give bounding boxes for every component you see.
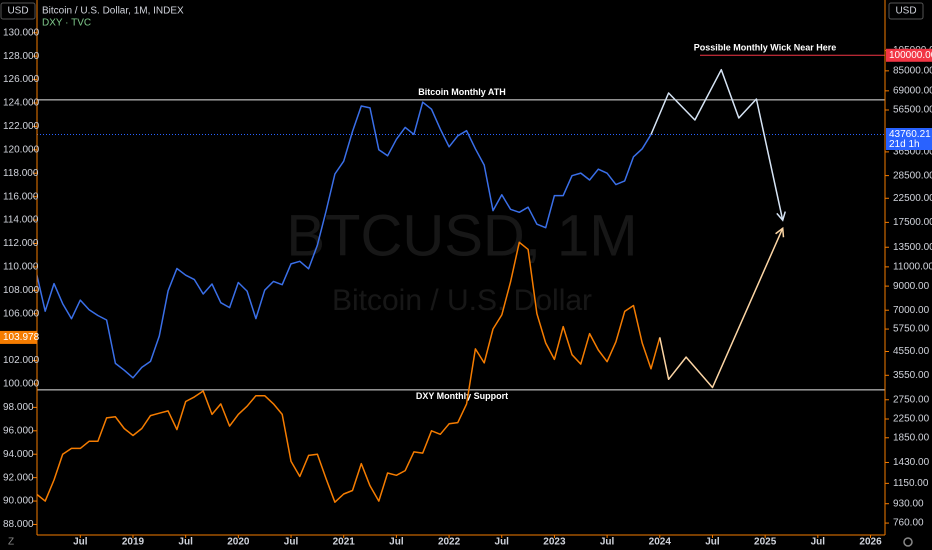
- x-tick-label: 2019: [122, 537, 145, 548]
- y-tick-label: 128.000: [3, 51, 40, 62]
- y-tick-label: 88.000: [3, 519, 34, 530]
- scale-button[interactable]: Z: [8, 537, 14, 548]
- y2-tick-label: 7000.00: [893, 305, 930, 316]
- y2-tick-label: 11000.00: [893, 262, 932, 273]
- legend-title: Bitcoin / U.S. Dollar, 1M, INDEX: [42, 6, 184, 17]
- y2-tick-label: 1430.00: [893, 457, 930, 468]
- x-tick-label: Jul: [389, 537, 404, 548]
- unit-left: USD: [7, 6, 28, 17]
- y-tick-label: 116.000: [3, 191, 39, 202]
- y-tick-label: 94.000: [3, 449, 34, 460]
- price-tag-label: 103.978: [3, 332, 40, 343]
- x-tick-label: Jul: [811, 537, 826, 548]
- y2-tick-label: 760.00: [893, 518, 924, 529]
- y-tick-label: 110.000: [3, 262, 39, 273]
- y-tick-label: 108.000: [3, 285, 40, 296]
- arrow-head: [776, 211, 786, 222]
- price-tag-label: 100000.00: [889, 50, 932, 61]
- y2-tick-label: 13500.00: [893, 242, 932, 253]
- y2-tick-label: 28500.00: [893, 170, 932, 181]
- y2-tick-label: 36500.00: [893, 147, 932, 158]
- y2-tick-label: 2250.00: [893, 414, 930, 425]
- x-tick-label: 2024: [649, 537, 672, 548]
- y-tick-label: 92.000: [3, 472, 34, 483]
- y2-tick-label: 3550.00: [893, 370, 930, 381]
- legend-dxy: DXY · TVC: [42, 18, 91, 29]
- x-tick-label: 2021: [333, 537, 356, 548]
- axes: 130.000 128.000 126.000 124.000 122.000 120.0…: [0, 27, 932, 548]
- y2-tick-label: 1150.00: [893, 478, 929, 489]
- y2-tick-label: 85000.00: [893, 65, 932, 76]
- y-tick-label: 124.000: [3, 98, 40, 109]
- y-tick-label: 112.000: [3, 238, 39, 249]
- y-tick-label: 90.000: [3, 496, 34, 507]
- x-tick-label: Jul: [73, 537, 88, 548]
- y-tick-label: 126.000: [3, 74, 40, 85]
- x-tick-label: 2020: [227, 537, 250, 548]
- reference-label: Bitcoin Monthly ATH: [418, 87, 506, 97]
- y-tick-label: 106.000: [3, 308, 40, 319]
- y2-tick-label: 930.00: [893, 498, 924, 509]
- y-tick-label: 114.000: [3, 215, 39, 226]
- y2-tick-label: 5750.00: [893, 324, 930, 335]
- unit-right: USD: [895, 6, 916, 17]
- y-tick-label: 100.000: [3, 379, 40, 390]
- reference-label: DXY Monthly Support: [416, 391, 508, 401]
- y-tick-label: 122.000: [3, 121, 40, 132]
- x-tick-label: Jul: [600, 537, 615, 548]
- y-tick-label: 120.000: [3, 144, 40, 155]
- x-tick-label: 2023: [543, 537, 566, 548]
- y-tick-label: 96.000: [3, 425, 34, 436]
- x-tick-label: Jul: [178, 537, 193, 548]
- y-tick-label: 118.000: [3, 168, 39, 179]
- y-tick-label: 102.000: [3, 355, 40, 366]
- x-tick-label: 2026: [859, 537, 882, 548]
- y-tick-label: 98.000: [3, 402, 34, 413]
- y-tick-label: 130.000: [3, 27, 40, 38]
- unit-box-left: [0, 2, 36, 20]
- watermark: BTCUSD, 1M: [286, 203, 637, 268]
- unit-box-right: [888, 2, 924, 20]
- y2-tick-label: 17500.00: [893, 217, 932, 228]
- price-tag-label: 43760.21: [889, 129, 931, 140]
- reference-label: Possible Monthly Wick Near Here: [694, 43, 836, 53]
- price-tag: [886, 48, 932, 62]
- price-tag-countdown: 21d 1h: [889, 139, 920, 150]
- series-line: [659, 227, 784, 389]
- price-tag: [886, 128, 932, 151]
- y2-tick-label: 4550.00: [893, 346, 930, 357]
- series-line: [650, 68, 784, 221]
- x-tick-label: 2022: [438, 537, 461, 548]
- y2-tick-label: 2750.00: [893, 394, 930, 405]
- watermark-subtitle: Bitcoin / U.S. Dollar: [332, 284, 592, 317]
- y2-tick-label: 56500.00: [893, 105, 932, 116]
- y2-tick-label: 22500.00: [893, 193, 932, 204]
- arrow-head: [775, 226, 785, 238]
- x-tick-label: Jul: [705, 537, 720, 548]
- series-lines: [37, 68, 786, 503]
- y2-tick-label: 69000.00: [893, 85, 932, 96]
- y2-tick-label: 9000.00: [893, 281, 930, 292]
- series-line: [37, 101, 652, 379]
- x-tick-label: Jul: [284, 537, 299, 548]
- x-tick-label: 2025: [754, 537, 777, 548]
- settings-icon[interactable]: [903, 537, 913, 547]
- price-tag: [0, 330, 37, 344]
- series-line: [37, 241, 661, 503]
- y2-tick-label: 1850.00: [893, 432, 930, 443]
- x-tick-label: Jul: [495, 537, 510, 548]
